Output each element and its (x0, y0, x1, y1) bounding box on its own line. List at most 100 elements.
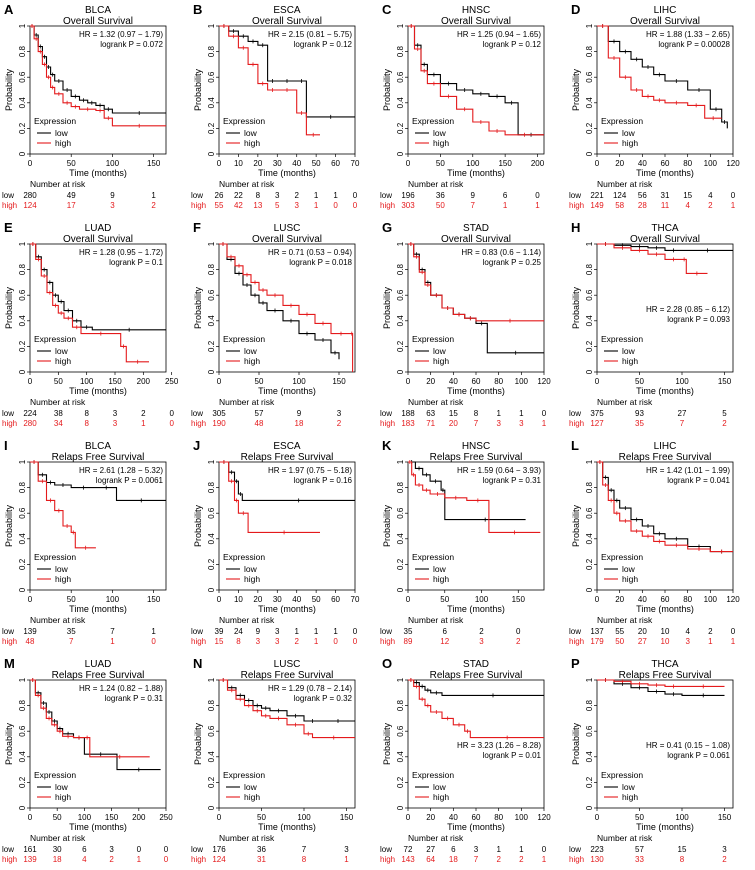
plot-frame (407, 461, 545, 591)
x-tick-label: 150 (498, 159, 512, 168)
risk-low-count: 1 (519, 409, 524, 418)
y-axis-label: Probability (571, 286, 581, 329)
hazard-ratio-text: HR = 1.88 (1.33 − 2.65) (646, 30, 730, 39)
risk-table-title: Number at risk (597, 397, 653, 407)
risk-table-title: Number at risk (597, 833, 653, 843)
y-axis-label: Probability (571, 504, 581, 547)
y-tick-label: 0 (207, 805, 216, 810)
panel-letter: B (193, 2, 202, 17)
x-tick-label: 120 (537, 377, 551, 386)
risk-high-count: 143 (401, 855, 415, 864)
y-tick-label: 0.4 (18, 751, 27, 763)
risk-low-count: 1 (151, 627, 156, 636)
x-tick-label: 150 (147, 595, 161, 604)
panel-cancer-title: LUSC (274, 659, 301, 670)
legend-title: Expression (412, 552, 454, 562)
x-axis-label: Time (months) (636, 822, 694, 832)
risk-high-count: 28 (638, 201, 647, 210)
high-expression-curve (408, 679, 544, 739)
y-tick-label: 1 (18, 677, 27, 682)
risk-low-count: 2 (294, 191, 299, 200)
risk-low-count: 56 (638, 191, 647, 200)
y-tick-label: 0.8 (207, 699, 216, 711)
logrank-p-text: logrank P = 0.041 (667, 476, 730, 485)
panel-cancer-title: ESCA (273, 5, 301, 16)
y-tick-label: 0.4 (585, 97, 594, 109)
risk-low-count: 221 (590, 191, 604, 200)
x-tick-label: 50 (54, 377, 63, 386)
legend-low-label: low (433, 564, 447, 574)
risk-low-label: low (2, 191, 14, 200)
x-tick-label: 10 (234, 159, 243, 168)
y-tick-label: 0 (585, 587, 594, 592)
y-tick-label: 0.2 (18, 122, 27, 134)
risk-low-count: 4 (685, 627, 690, 636)
panel-letter: H (571, 220, 580, 235)
risk-high-count: 1 (141, 419, 146, 428)
panel-survival-title: Overall Survival (63, 234, 133, 245)
x-tick-label: 40 (449, 813, 458, 822)
low-expression-curve (597, 679, 725, 696)
x-axis-label: Time (months) (447, 822, 505, 832)
x-tick-label: 0 (406, 377, 411, 386)
x-tick-label: 20 (253, 595, 262, 604)
risk-high-count: 3 (496, 419, 501, 428)
risk-high-label: high (191, 419, 206, 428)
panel-letter: A (4, 2, 14, 17)
panel-letter: N (193, 656, 202, 671)
risk-high-count: 0 (333, 637, 338, 646)
panel-survival-title: Relaps Free Survival (430, 670, 523, 681)
panel-survival-title: Relaps Free Survival (52, 452, 145, 463)
x-tick-label: 0 (595, 595, 600, 604)
y-tick-label: 0.4 (207, 97, 216, 109)
y-tick-label: 0.6 (585, 71, 594, 83)
risk-low-count: 9 (297, 409, 302, 418)
x-axis-label: Time (months) (258, 168, 316, 178)
risk-low-count: 1 (333, 627, 338, 636)
logrank-p-text: logrank P = 0.16 (294, 476, 353, 485)
risk-low-count: 224 (23, 409, 37, 418)
x-axis-label: Time (months) (447, 604, 505, 614)
x-tick-label: 40 (292, 595, 301, 604)
y-tick-label: 1 (396, 241, 405, 246)
risk-high-count: 18 (53, 855, 62, 864)
risk-high-count: 4 (82, 855, 87, 864)
risk-low-count: 55 (615, 627, 624, 636)
x-tick-label: 100 (704, 595, 718, 604)
x-tick-label: 0 (406, 595, 411, 604)
risk-table-title: Number at risk (408, 397, 464, 407)
x-tick-label: 20 (615, 595, 624, 604)
legend-high-label: high (244, 574, 260, 584)
logrank-p-text: logrank P = 0.0061 (96, 476, 164, 485)
risk-low-count: 1 (496, 845, 501, 854)
y-tick-label: 1 (18, 459, 27, 464)
x-tick-label: 50 (635, 377, 644, 386)
risk-high-label: high (380, 201, 395, 210)
y-tick-label: 0.6 (18, 725, 27, 737)
risk-high-count: 179 (590, 637, 604, 646)
legend-low-label: low (244, 346, 258, 356)
risk-table-title: Number at risk (597, 179, 653, 189)
risk-low-count: 0 (164, 845, 169, 854)
risk-low-label: low (569, 627, 581, 636)
risk-high-count: 58 (615, 201, 624, 210)
plot-frame (218, 25, 356, 155)
legend-low-label: low (622, 782, 636, 792)
x-tick-label: 150 (332, 377, 346, 386)
panel-cancer-title: THCA (651, 223, 679, 234)
y-tick-label: 0.2 (18, 340, 27, 352)
panel-letter: O (382, 656, 392, 671)
y-tick-label: 0.6 (396, 507, 405, 519)
risk-low-count: 39 (215, 627, 224, 636)
risk-high-count: 1 (708, 637, 713, 646)
risk-low-count: 223 (590, 845, 604, 854)
legend-high-label: high (55, 356, 71, 366)
y-tick-label: 0.4 (18, 315, 27, 327)
logrank-p-text: logrank P = 0.093 (667, 315, 730, 324)
y-tick-label: 0.4 (585, 751, 594, 763)
y-tick-label: 0.2 (585, 122, 594, 134)
risk-low-count: 6 (443, 627, 448, 636)
y-tick-label: 0 (585, 805, 594, 810)
risk-high-count: 17 (67, 201, 76, 210)
